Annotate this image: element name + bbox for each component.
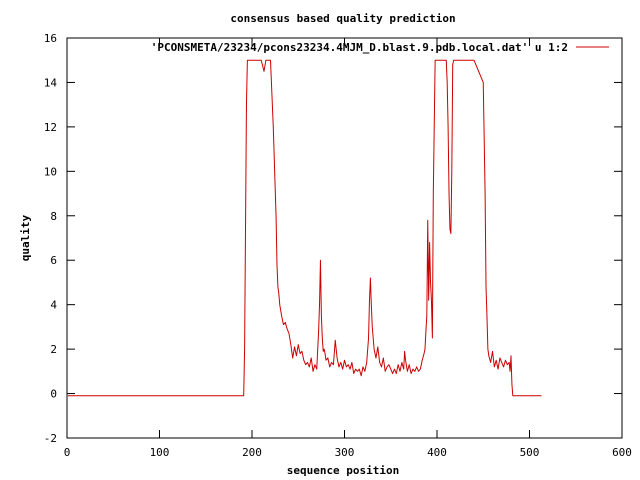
y-tick-label: 2 bbox=[50, 343, 57, 356]
series-layer bbox=[67, 59, 542, 397]
x-tick-label: 500 bbox=[520, 446, 540, 459]
series-line bbox=[67, 59, 542, 397]
x-axis-label: sequence position bbox=[287, 464, 400, 477]
y-tick-label: 16 bbox=[44, 32, 57, 45]
y-tick-label: 6 bbox=[50, 254, 57, 267]
y-tick-label: 0 bbox=[50, 388, 57, 401]
y-tick-label: 10 bbox=[44, 165, 57, 178]
y-tick-label: 4 bbox=[50, 299, 57, 312]
legend: 'PCONSMETA/23234/pcons23234.4MJM_D.blast… bbox=[151, 41, 609, 54]
y-axis-label: quality bbox=[19, 214, 32, 261]
x-tick-label: 300 bbox=[335, 446, 355, 459]
legend-entry-label: 'PCONSMETA/23234/pcons23234.4MJM_D.blast… bbox=[151, 41, 568, 54]
plot-frame bbox=[66, 37, 623, 439]
y-tick-label: 14 bbox=[44, 76, 58, 89]
y-tick-label: 8 bbox=[50, 210, 57, 223]
chart-title: consensus based quality prediction bbox=[230, 12, 455, 25]
y-tick-label: 12 bbox=[44, 121, 57, 134]
x-tick-label: 600 bbox=[612, 446, 632, 459]
x-tick-label: 400 bbox=[427, 446, 447, 459]
x-tick-label: 100 bbox=[150, 446, 170, 459]
x-tick-label: 0 bbox=[64, 446, 71, 459]
x-tick-label: 200 bbox=[242, 446, 262, 459]
axes: -2 0 2 4 6 8 10 12 14 16 0 100 200 300 400 500 600 bbox=[44, 32, 632, 459]
y-tick-label: -2 bbox=[44, 432, 57, 445]
